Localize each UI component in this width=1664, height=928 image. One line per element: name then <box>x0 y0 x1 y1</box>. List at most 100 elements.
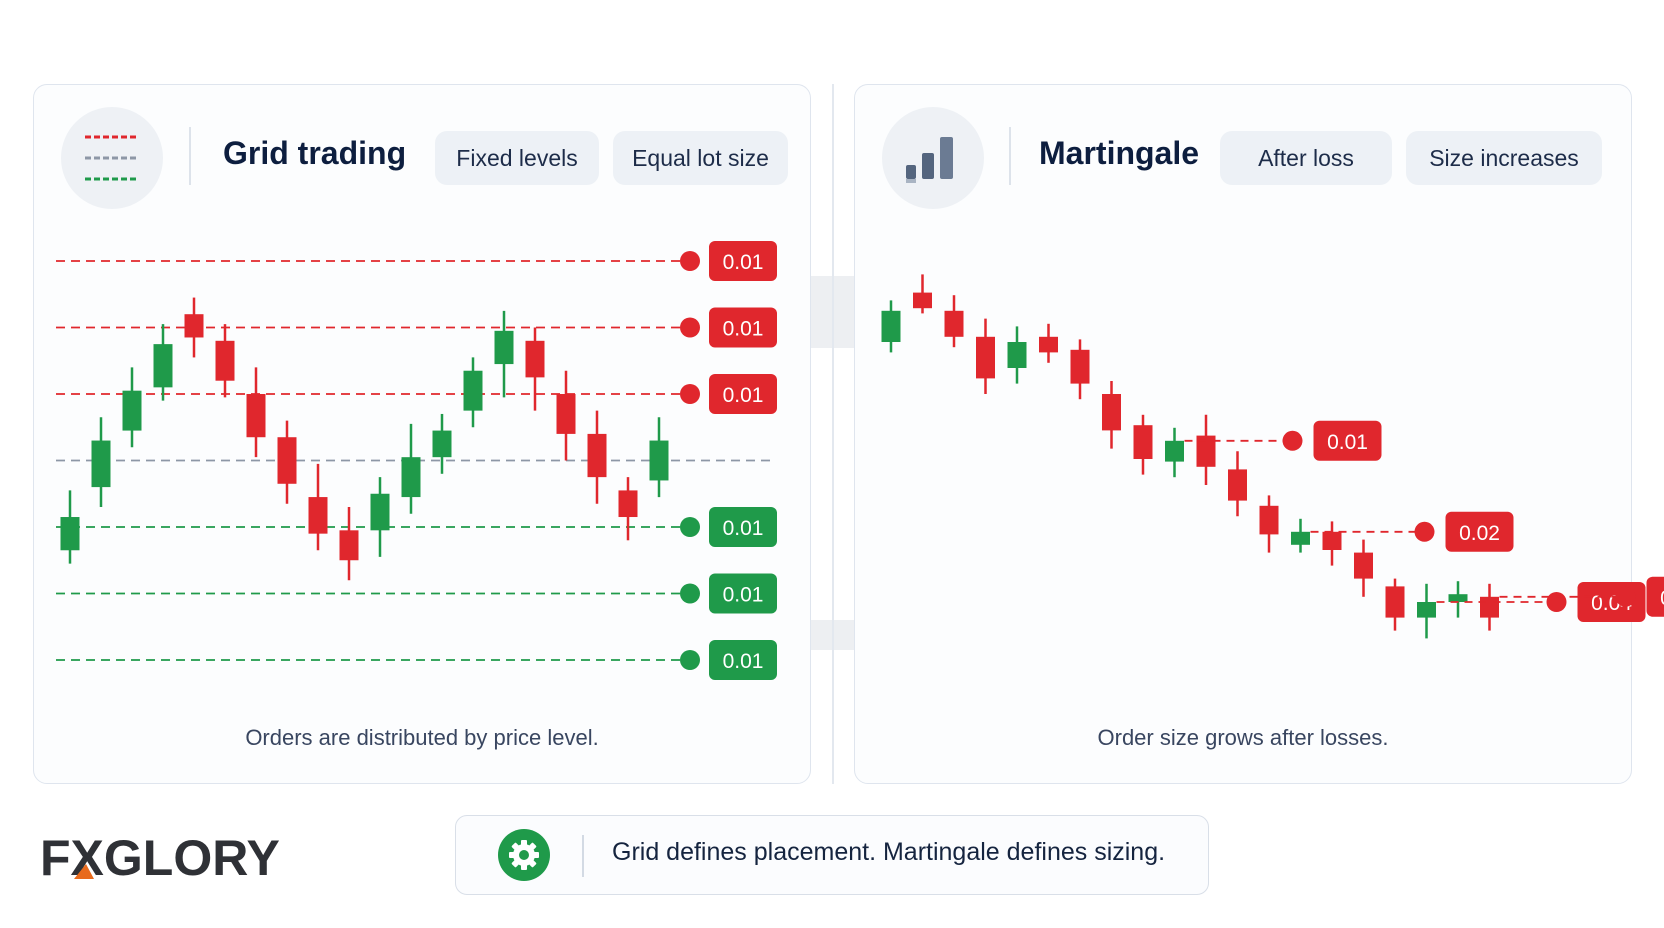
candle-body <box>881 310 901 342</box>
candle-body <box>122 390 142 431</box>
candle-body <box>1322 531 1342 550</box>
candle-body <box>277 437 297 484</box>
lot-badge-bg <box>709 573 777 614</box>
bearish-candle <box>1228 451 1247 517</box>
bearish-candle <box>1480 583 1499 631</box>
bearish-candle <box>587 410 607 504</box>
bearish-candle <box>1354 539 1373 597</box>
martingale-chart: 0.01 0.02 0.04 0.08 <box>881 274 1664 639</box>
bullish-candle <box>494 310 514 398</box>
lot-badge: 0.01 <box>709 374 777 414</box>
candle-body <box>370 493 390 531</box>
martingale-entry <box>1184 430 1303 451</box>
order-dot <box>1414 521 1435 542</box>
bearish-candle <box>1385 578 1405 631</box>
order-dot <box>680 317 700 338</box>
candle-body <box>1133 425 1153 459</box>
lot-badge: 0.08 <box>1646 576 1664 617</box>
candle-body <box>1196 435 1216 467</box>
bearish-candle <box>246 367 266 458</box>
bullish-candle <box>432 413 452 474</box>
bearish-candle <box>1039 323 1058 363</box>
candle-body <box>1070 349 1090 384</box>
logo-accent <box>74 864 94 879</box>
candle-body <box>463 370 483 411</box>
summary-text: Grid defines placement. Martingale defin… <box>612 838 1166 866</box>
candle-body <box>976 336 995 379</box>
lot-badge: 0.01 <box>709 241 777 281</box>
candle-body <box>1007 342 1027 368</box>
bearish-candle <box>277 420 297 504</box>
bearish-candle <box>339 507 359 581</box>
lot-label: 0.01 <box>723 517 764 540</box>
order-dot <box>680 583 700 604</box>
bullish-candle <box>649 417 669 498</box>
bearish-candle <box>944 295 964 348</box>
candle-body <box>215 340 235 381</box>
bearish-candle <box>618 477 638 541</box>
bearish-candle <box>308 463 328 551</box>
candle-body <box>913 292 932 309</box>
lot-badge: 0.01 <box>709 640 777 680</box>
candle-body <box>1417 602 1436 618</box>
bullish-candle <box>1291 518 1310 553</box>
lot-label: 0.01 <box>1327 431 1368 454</box>
chip-after-loss: After loss <box>1220 131 1392 185</box>
lot-badge-bg <box>709 640 777 680</box>
grid-level-sell <box>56 384 700 404</box>
order-dot <box>1546 592 1567 612</box>
bullish-candle <box>1448 581 1468 618</box>
bearish-candle <box>1322 521 1342 566</box>
order-dot <box>1282 430 1303 451</box>
candle-body <box>401 457 421 498</box>
bullish-candle <box>153 324 173 401</box>
bearish-candle <box>1070 339 1090 400</box>
lot-label: 0.02 <box>1459 522 1500 545</box>
candle-body <box>944 310 964 337</box>
order-dot <box>680 251 700 271</box>
lot-badge: 0.01 <box>709 507 777 547</box>
grid-level-buy <box>56 650 700 670</box>
candle-body <box>1480 596 1499 618</box>
grid-level-sell <box>56 251 700 271</box>
lot-badge: 0.01 <box>709 573 777 614</box>
bullish-candle <box>60 490 80 564</box>
candle-body <box>494 330 514 365</box>
lot-badge-bg <box>1445 511 1514 552</box>
summary-box: Grid defines placement. Martingale defin… <box>455 815 1209 895</box>
chip-size-increases: Size increases <box>1406 131 1602 185</box>
candle-body <box>91 440 111 488</box>
lot-badge: 0.02 <box>1445 511 1514 552</box>
candle-body <box>339 530 359 561</box>
lot-label: 0.01 <box>723 584 764 607</box>
candle-body <box>1259 505 1279 535</box>
panel-divider <box>832 84 834 784</box>
candle-body <box>556 394 576 434</box>
lot-badge-bg <box>1313 420 1382 461</box>
candle-body <box>432 430 452 458</box>
candle-body <box>184 314 204 338</box>
bullish-candle <box>881 300 901 353</box>
martingale-entry <box>1499 586 1636 607</box>
bullish-candle <box>463 357 483 428</box>
grid-chart: 0.01 0.01 0.01 0.01 0.01 0.01 <box>56 241 777 680</box>
bearish-candle <box>215 324 235 398</box>
bullish-candle <box>401 423 421 514</box>
grid-trading-panel: Grid trading Fixed levels Equal lot size… <box>33 84 811 784</box>
chip-fixed-levels: Fixed levels <box>435 131 599 185</box>
dashed-lines-icon <box>61 107 163 209</box>
order-dot <box>680 517 700 537</box>
bullish-candle <box>370 477 390 557</box>
lot-badge-bg <box>709 507 777 547</box>
header-divider <box>189 127 191 185</box>
candle-body <box>246 394 266 438</box>
bullish-candle <box>122 367 142 448</box>
order-dot <box>1615 586 1636 607</box>
candle-body <box>1102 394 1121 431</box>
gear-icon <box>498 829 550 881</box>
panel-caption: Order size grows after losses. <box>1097 725 1389 750</box>
panel-caption: Orders are distributed by price level. <box>245 725 599 750</box>
candle-body <box>1448 594 1468 602</box>
lot-badge-bg <box>709 374 777 414</box>
order-dot <box>680 384 700 404</box>
